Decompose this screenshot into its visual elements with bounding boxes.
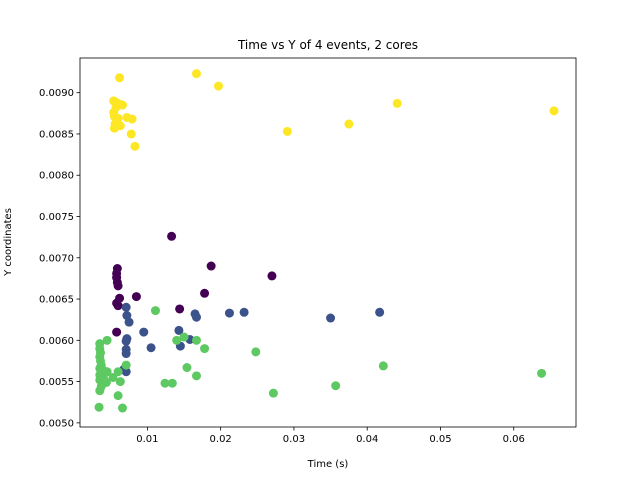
- y-axis: 0.0050 0.0055 0.0060 0.0065 0.0070 0.0075 0.00…: [39, 88, 80, 429]
- y-tick-label: 0.0060: [39, 336, 74, 347]
- data-point-series-3: [182, 363, 192, 373]
- data-point-series-4: [127, 114, 137, 124]
- data-point-series-3: [172, 335, 182, 345]
- data-point-series-3: [191, 335, 201, 345]
- data-point-series-3: [150, 306, 160, 316]
- data-point-series-4: [213, 81, 223, 91]
- y-tick-label: 0.0050: [39, 418, 74, 429]
- data-point-series-1: [267, 271, 277, 281]
- plot-frame: [79, 57, 577, 428]
- data-point-series-3: [191, 371, 201, 381]
- x-tick-label: 0.02: [210, 434, 232, 445]
- y-tick-label: 0.0080: [39, 171, 74, 182]
- data-point-series-2: [121, 349, 131, 359]
- data-point-series-3: [160, 378, 170, 388]
- plot-marks: [94, 69, 559, 413]
- chart-title: Time vs Y of 4 events, 2 cores: [237, 38, 418, 52]
- data-point-series-3: [200, 344, 210, 354]
- data-point-series-3: [251, 347, 261, 357]
- data-point-series-4: [126, 129, 136, 139]
- data-point-series-4: [282, 126, 292, 136]
- data-point-series-2: [375, 307, 385, 317]
- data-point-series-4: [191, 69, 201, 79]
- data-point-series-3: [167, 378, 177, 388]
- x-tick-label: 0.05: [429, 434, 451, 445]
- data-point-series-1: [167, 231, 177, 241]
- data-point-series-2: [239, 307, 249, 317]
- data-point-series-3: [108, 372, 118, 382]
- data-point-series-1: [206, 261, 216, 271]
- data-point-series-1: [131, 292, 141, 302]
- x-tick-label: 0.04: [356, 434, 378, 445]
- data-point-series-3: [95, 386, 105, 396]
- y-tick-label: 0.0065: [39, 295, 74, 306]
- data-point-series-4: [130, 141, 140, 151]
- data-point-series-4: [344, 119, 354, 129]
- data-point-series-4: [115, 73, 125, 83]
- data-point-series-1: [113, 281, 123, 291]
- x-tick-label: 0.06: [503, 434, 525, 445]
- x-axis-label: Time (s): [307, 459, 349, 470]
- y-tick-label: 0.0070: [39, 253, 74, 264]
- data-point-series-1: [112, 327, 122, 337]
- data-point-series-2: [124, 317, 134, 327]
- data-point-series-2: [121, 336, 131, 346]
- data-point-series-3: [113, 391, 123, 401]
- x-axis: 0.01 0.02 0.03 0.04 0.05 0.06: [136, 427, 525, 445]
- data-point-series-3: [537, 368, 547, 378]
- data-point-series-2: [139, 327, 149, 337]
- data-point-series-3: [268, 388, 278, 398]
- y-tick-label: 0.0090: [39, 88, 74, 99]
- data-point-series-3: [94, 402, 104, 412]
- y-tick-label: 0.0085: [39, 129, 74, 140]
- data-point-series-3: [378, 361, 388, 371]
- data-point-series-3: [121, 360, 131, 370]
- data-point-series-3: [331, 381, 341, 391]
- data-point-series-2: [121, 302, 131, 312]
- data-point-series-3: [102, 335, 112, 345]
- data-point-series-1: [113, 301, 123, 311]
- x-tick-label: 0.03: [283, 434, 305, 445]
- data-point-series-2: [191, 312, 201, 322]
- data-point-series-1: [200, 288, 210, 298]
- x-tick-label: 0.01: [136, 434, 158, 445]
- data-point-series-3: [117, 403, 127, 413]
- y-tick-label: 0.0075: [39, 212, 74, 223]
- y-tick-label: 0.0055: [39, 377, 74, 388]
- data-point-series-4: [109, 123, 119, 133]
- data-point-series-4: [392, 98, 402, 108]
- data-point-series-2: [174, 325, 184, 335]
- data-point-series-2: [224, 308, 234, 318]
- data-point-series-3: [113, 367, 123, 377]
- data-point-series-1: [175, 304, 185, 314]
- data-point-series-3: [115, 377, 125, 387]
- data-point-series-2: [146, 343, 156, 353]
- data-point-series-2: [326, 313, 336, 323]
- data-point-series-3: [179, 332, 189, 342]
- data-point-series-2: [121, 367, 131, 377]
- data-point-series-4: [549, 106, 559, 116]
- y-axis-label: Y coordinates: [3, 208, 14, 277]
